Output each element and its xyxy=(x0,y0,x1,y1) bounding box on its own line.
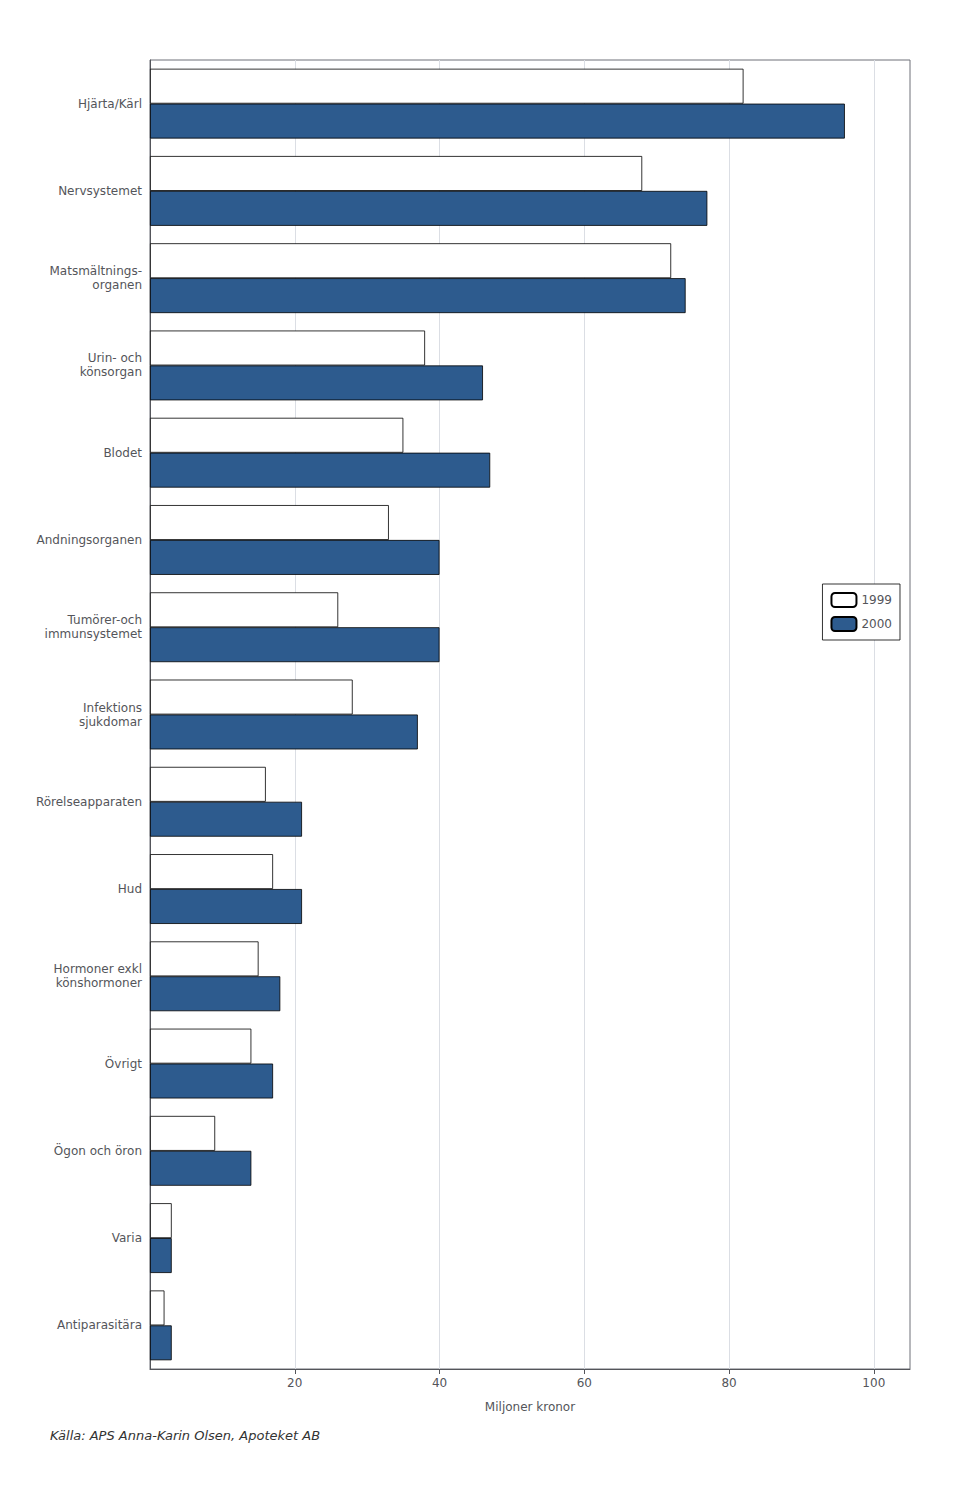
svg-text:Matsmältnings-: Matsmältnings- xyxy=(50,264,143,278)
svg-text:Varia: Varia xyxy=(112,1231,142,1245)
svg-text:Hormoner exkl: Hormoner exkl xyxy=(54,962,142,976)
svg-text:1999: 1999 xyxy=(861,593,892,607)
svg-text:immunsystemet: immunsystemet xyxy=(45,627,143,641)
svg-text:organen: organen xyxy=(92,278,142,292)
svg-text:Övrigt: Övrigt xyxy=(105,1055,142,1071)
svg-text:100: 100 xyxy=(862,1376,885,1390)
svg-text:60: 60 xyxy=(577,1376,592,1390)
svg-text:könsorgan: könsorgan xyxy=(80,365,142,379)
svg-text:Antiparasitära: Antiparasitära xyxy=(57,1318,142,1332)
svg-text:Blodet: Blodet xyxy=(103,446,142,460)
svg-text:Nervsystemet: Nervsystemet xyxy=(58,184,142,198)
svg-text:Hjärta/Kärl: Hjärta/Kärl xyxy=(78,97,142,111)
svg-text:Urin- och: Urin- och xyxy=(88,351,142,365)
svg-text:sjukdomar: sjukdomar xyxy=(79,715,142,729)
svg-text:Tumörer-och: Tumörer-och xyxy=(67,613,142,627)
svg-text:Ögon och öron: Ögon och öron xyxy=(54,1142,142,1158)
svg-text:40: 40 xyxy=(432,1376,447,1390)
svg-text:2000: 2000 xyxy=(861,617,892,631)
svg-text:Miljoner kronor: Miljoner kronor xyxy=(485,1400,575,1414)
svg-text:Källa: APS Anna-Karin Olsen, A: Källa: APS Anna-Karin Olsen, Apoteket AB xyxy=(50,1428,320,1443)
svg-text:Rörelseapparaten: Rörelseapparaten xyxy=(36,795,142,809)
svg-text:Infektions: Infektions xyxy=(83,701,142,715)
svg-text:Hud: Hud xyxy=(118,882,142,896)
svg-text:20: 20 xyxy=(287,1376,302,1390)
svg-text:könshormoner: könshormoner xyxy=(56,976,142,990)
svg-text:Andningsorganen: Andningsorganen xyxy=(37,533,142,547)
svg-text:80: 80 xyxy=(721,1376,736,1390)
